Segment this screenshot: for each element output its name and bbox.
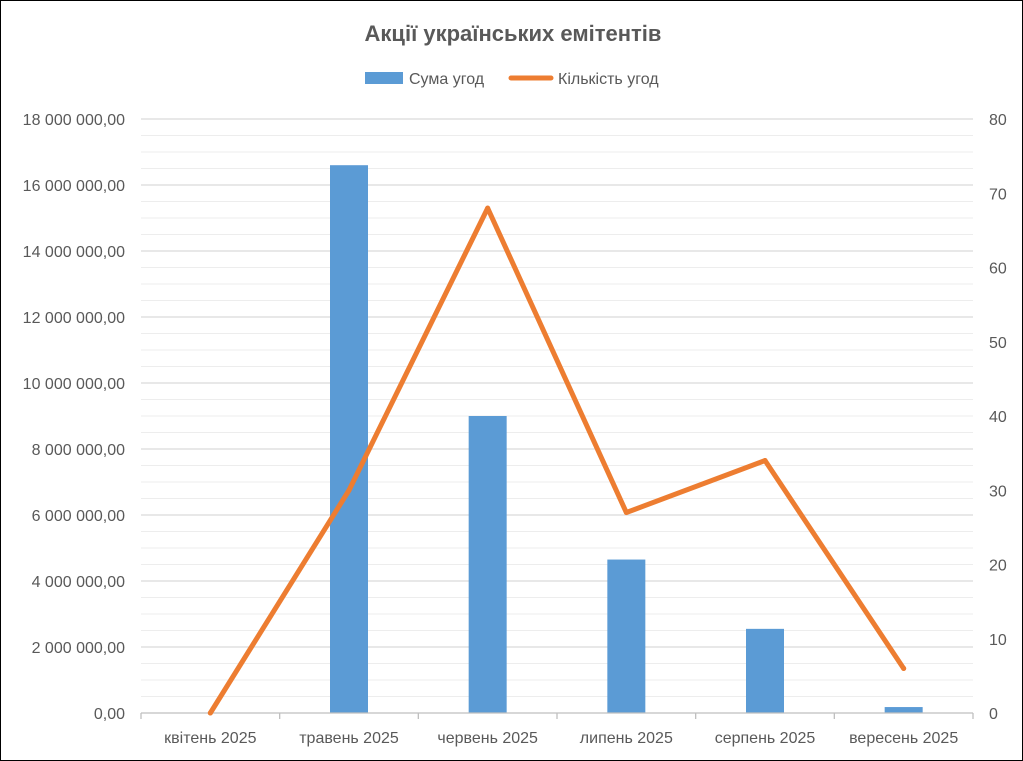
- left-tick-label: 4 000 000,00: [32, 574, 126, 591]
- legend-label-count: Кількість угод: [558, 71, 659, 88]
- category-label: вересень 2025: [849, 730, 958, 747]
- category-label: травень 2025: [299, 730, 399, 747]
- bar: [607, 559, 646, 713]
- right-tick-label: 70: [989, 186, 1007, 203]
- left-tick-label: 12 000 000,00: [23, 310, 125, 327]
- right-tick-label: 40: [989, 409, 1007, 426]
- bar-series: [330, 165, 923, 713]
- left-tick-label: 10 000 000,00: [23, 376, 125, 393]
- category-label: квітень 2025: [164, 730, 256, 747]
- left-tick-label: 2 000 000,00: [32, 640, 126, 657]
- right-tick-label: 80: [989, 112, 1007, 129]
- count-line: [207, 205, 907, 716]
- right-tick-label: 20: [989, 558, 1007, 575]
- right-tick-label: 60: [989, 261, 1007, 278]
- right-tick-label: 50: [989, 335, 1007, 352]
- left-tick-label: 14 000 000,00: [23, 244, 125, 261]
- x-axis: [140, 712, 974, 719]
- left-tick-label: 18 000 000,00: [23, 112, 125, 129]
- line-point: [207, 710, 213, 716]
- chart-title: Акції українських емітентів: [365, 21, 662, 46]
- left-tick-label: 16 000 000,00: [23, 178, 125, 195]
- left-tick-label: 0,00: [94, 706, 125, 723]
- left-tick-label: 6 000 000,00: [32, 508, 126, 525]
- bar: [468, 416, 507, 713]
- legend-swatch-sum: [365, 72, 403, 84]
- line-point: [623, 510, 629, 516]
- gridlines: [141, 118, 973, 697]
- right-tick-label: 0: [989, 706, 998, 723]
- category-label: серпень 2025: [715, 730, 816, 747]
- right-tick-label: 30: [989, 483, 1007, 500]
- line-point: [346, 487, 352, 493]
- bar: [746, 628, 784, 713]
- line-point: [762, 458, 768, 464]
- line-point: [901, 665, 907, 671]
- bar: [884, 707, 923, 713]
- y-axis-left: 0,00 2 000 000,00 4 000 000,00 6 000 000,00…: [23, 112, 125, 723]
- category-label: липень 2025: [580, 730, 673, 747]
- line-point: [485, 205, 491, 211]
- bar: [330, 165, 368, 713]
- y-axis-right: 0 10 20 30 40 50 60 70 80: [989, 112, 1007, 723]
- left-tick-label: 8 000 000,00: [32, 442, 126, 459]
- legend-label-sum: Сума угод: [409, 71, 485, 88]
- category-label: червень 2025: [437, 730, 538, 747]
- x-axis-labels: квітень 2025 травень 2025 червень 2025 липе…: [164, 730, 958, 747]
- legend: Сума угод Кількість угод: [365, 71, 659, 88]
- right-tick-label: 10: [989, 632, 1007, 649]
- line-series: [207, 205, 907, 716]
